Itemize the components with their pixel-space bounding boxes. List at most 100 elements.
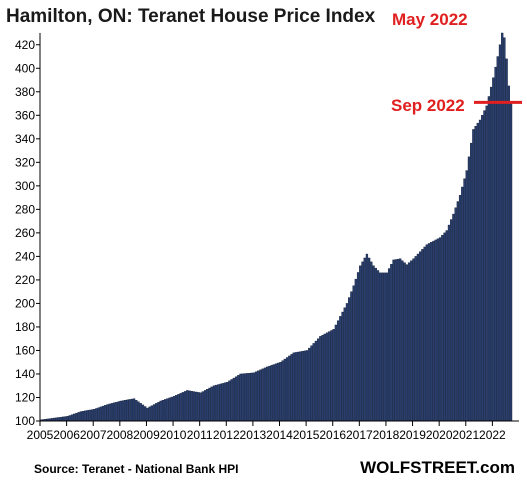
bar <box>137 401 140 422</box>
bar <box>152 404 156 422</box>
bar <box>139 403 142 422</box>
bar <box>363 257 366 422</box>
bar <box>226 382 229 422</box>
bar <box>297 351 300 422</box>
bar <box>126 399 129 422</box>
x-tick-label: 2022 <box>479 428 506 442</box>
bar <box>250 372 253 422</box>
bar <box>412 258 415 422</box>
bar <box>61 416 65 422</box>
x-tick-label: 2013 <box>240 428 267 442</box>
bar <box>299 351 302 422</box>
bar <box>407 262 411 422</box>
bar <box>328 331 331 422</box>
y-tick-label: 120 <box>15 390 35 404</box>
bar <box>341 311 344 422</box>
bar <box>325 332 329 422</box>
bar <box>361 261 364 422</box>
bar <box>163 399 167 422</box>
bar <box>317 338 320 422</box>
source-note: Source: Teranet - National Bank HPI <box>34 462 239 476</box>
bar <box>445 230 448 422</box>
bar <box>135 400 138 422</box>
bar <box>294 352 298 422</box>
bar <box>396 258 400 422</box>
y-tick-label: 320 <box>15 155 35 169</box>
bar <box>461 186 464 422</box>
bar <box>405 264 408 422</box>
bar <box>70 414 74 422</box>
bar <box>197 392 200 422</box>
bar <box>330 330 333 422</box>
bar <box>243 373 247 422</box>
bar <box>374 267 377 422</box>
bar <box>458 195 462 422</box>
x-tick-label: 2018 <box>373 428 400 442</box>
y-tick-label: 340 <box>15 132 35 146</box>
bar <box>365 253 369 422</box>
bar <box>505 58 508 422</box>
bar <box>472 129 475 422</box>
bar <box>195 391 198 422</box>
bar <box>379 272 382 422</box>
bar <box>274 363 278 422</box>
bar <box>319 336 322 422</box>
bar <box>368 257 371 422</box>
bar <box>201 391 204 422</box>
bar <box>128 399 131 422</box>
x-tick-label: 2005 <box>27 428 54 442</box>
bar <box>450 219 453 422</box>
bar <box>168 397 171 422</box>
bar <box>237 375 240 422</box>
bar <box>308 347 311 422</box>
bar <box>130 398 133 422</box>
bar <box>99 406 102 422</box>
bar <box>192 391 196 422</box>
bar <box>84 410 87 422</box>
bar <box>268 365 271 422</box>
bar <box>372 265 375 422</box>
bar <box>436 238 440 422</box>
bar <box>390 264 393 422</box>
bar <box>210 386 213 422</box>
bar <box>159 400 162 422</box>
bar <box>323 333 326 422</box>
bar <box>423 246 426 422</box>
bar <box>239 373 242 422</box>
bar <box>150 405 153 422</box>
annotation-peak-label: May 2022 <box>392 10 468 29</box>
y-tick-label: 400 <box>15 61 35 75</box>
x-tick-label: 2019 <box>399 428 426 442</box>
bar <box>261 368 264 422</box>
bar <box>144 406 147 422</box>
bar <box>77 412 80 422</box>
bar <box>119 400 122 422</box>
bar <box>219 383 222 422</box>
bar <box>485 105 488 422</box>
bar <box>483 110 486 422</box>
bar <box>66 416 69 422</box>
bar <box>392 259 395 422</box>
y-tick-label: 380 <box>15 85 35 99</box>
bar <box>166 398 169 422</box>
y-tick-label: 220 <box>15 273 35 287</box>
bar <box>88 409 91 422</box>
bar <box>110 403 114 422</box>
bar <box>387 268 391 422</box>
bar <box>112 402 116 422</box>
x-tick-label: 2011 <box>187 428 213 442</box>
bar <box>199 392 202 422</box>
bar <box>155 403 158 422</box>
bar <box>241 373 244 422</box>
bar <box>212 385 216 422</box>
bar <box>507 85 510 422</box>
bar <box>230 379 233 422</box>
bar <box>432 240 435 422</box>
bar <box>381 272 384 422</box>
bar <box>438 237 442 422</box>
bar <box>79 411 82 422</box>
bar <box>252 372 255 422</box>
bar <box>401 260 404 422</box>
x-tick-label: 2007 <box>80 428 107 442</box>
bar <box>246 373 249 422</box>
